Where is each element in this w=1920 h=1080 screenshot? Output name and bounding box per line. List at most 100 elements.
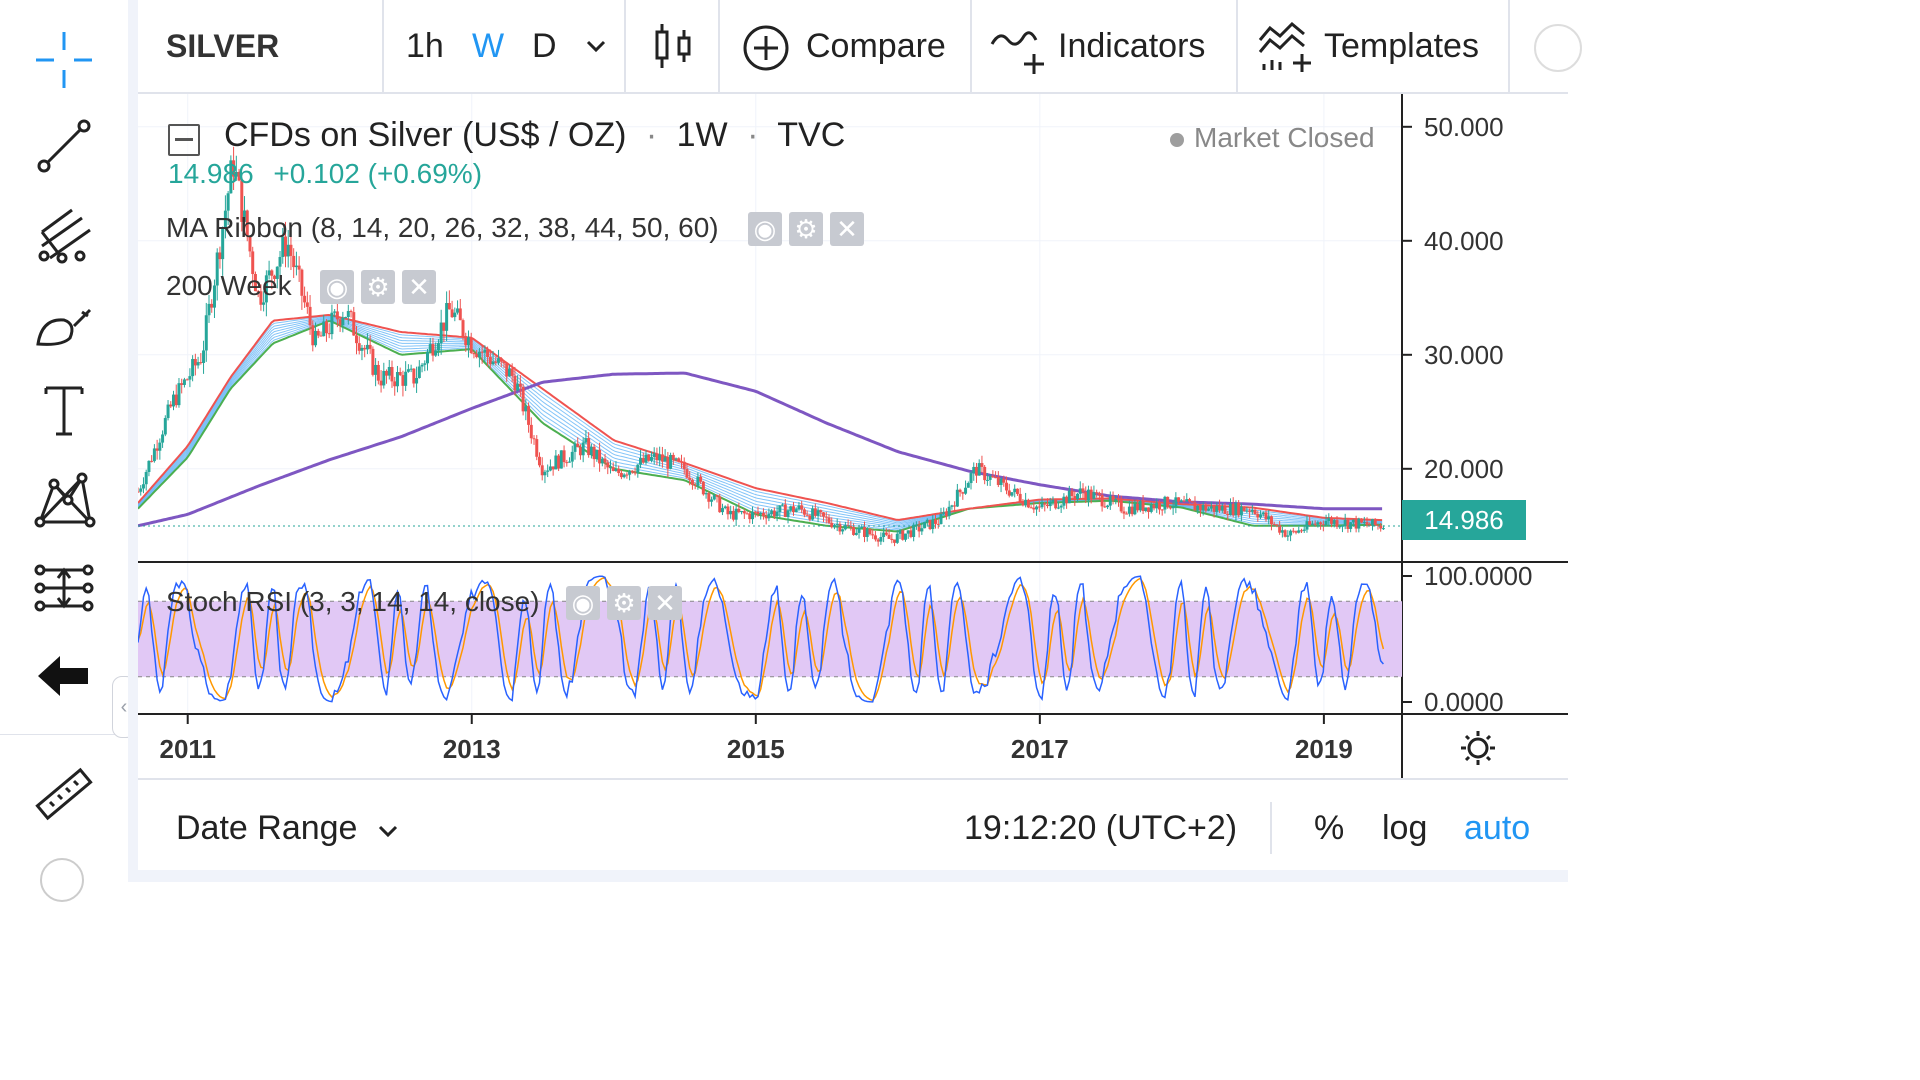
interval-1h-button[interactable]: 1h — [406, 27, 444, 65]
chart-canvas[interactable]: 50.000 40.000 30.000 20.000 100.0000 0.0000 20… — [138, 94, 1568, 778]
candle-body — [1130, 506, 1134, 515]
close-icon[interactable]: ✕ — [402, 270, 436, 304]
candle-body — [226, 193, 230, 211]
compare-plus-icon[interactable] — [742, 24, 790, 72]
clock-readout[interactable]: 19:12:20 (UTC+2) — [964, 809, 1238, 847]
candle-body — [1086, 489, 1090, 501]
text-icon[interactable] — [14, 374, 114, 446]
ruler-icon[interactable] — [14, 758, 114, 830]
candle-body — [1291, 530, 1295, 532]
candle-body — [843, 525, 847, 530]
candle-body — [191, 358, 195, 377]
candle-body — [953, 505, 957, 507]
price-tick-label: 40.000 — [1424, 226, 1504, 256]
gear-icon[interactable]: ⚙ — [607, 586, 641, 620]
candle-body — [1157, 502, 1161, 510]
candle-body — [147, 460, 151, 473]
date-range-button[interactable]: Date Range — [176, 806, 399, 850]
candle-body — [1272, 524, 1276, 526]
pitchfork-icon[interactable] — [14, 198, 114, 270]
chart-area[interactable]: 50.000 40.000 30.000 20.000 100.0000 0.0000 20… — [138, 94, 1568, 778]
candle-body — [573, 443, 577, 452]
templates-button[interactable]: Templates — [1324, 27, 1479, 65]
candle-body — [707, 493, 711, 502]
candle-body — [497, 358, 501, 363]
log-scale-button[interactable]: log — [1382, 809, 1428, 847]
more-tools-icon[interactable] — [40, 858, 84, 902]
settings-sun-icon[interactable] — [1460, 730, 1496, 766]
interval-w-button[interactable]: W — [472, 27, 505, 65]
candles-icon[interactable] — [652, 22, 696, 70]
candle-body — [532, 438, 536, 440]
candle-body — [182, 379, 186, 385]
ma200-legend[interactable]: 200 Week — [166, 270, 292, 301]
candle-body — [357, 343, 361, 351]
account-icon[interactable] — [1534, 24, 1582, 72]
candle-body — [690, 479, 694, 485]
time-tick-label: 2019 — [1295, 734, 1353, 764]
ma-ribbon-legend[interactable]: MA Ribbon (8, 14, 20, 26, 32, 38, 44, 50… — [166, 212, 719, 243]
chevron-down-icon[interactable] — [584, 36, 608, 56]
candle-body — [871, 534, 875, 536]
candle-body — [262, 302, 266, 305]
candle-body — [764, 516, 768, 519]
collapse-legend-icon[interactable] — [168, 124, 200, 156]
candle-body — [636, 464, 640, 473]
auto-scale-button[interactable]: auto — [1464, 809, 1531, 847]
prediction-icon[interactable] — [14, 552, 114, 624]
candle-body — [477, 351, 481, 358]
pattern-icon[interactable] — [14, 462, 114, 534]
candle-body — [363, 347, 367, 350]
candle-body — [655, 453, 659, 461]
eye-icon[interactable]: ◉ — [320, 270, 354, 304]
crosshair-icon[interactable] — [14, 24, 114, 96]
candle-body — [1305, 521, 1309, 530]
date-range-label: Date Range — [176, 809, 358, 847]
brush-icon[interactable] — [14, 286, 114, 358]
stoch-rsi-legend[interactable]: Stoch RSI (3, 3, 14, 14, close) — [166, 586, 540, 617]
candle-body — [333, 311, 337, 313]
candle-body — [800, 505, 804, 510]
candle-body — [158, 442, 162, 451]
candle-body — [947, 506, 951, 517]
candle-body — [1182, 500, 1186, 502]
close-icon[interactable]: ✕ — [830, 212, 864, 246]
chart-source: TVC — [777, 116, 846, 154]
candle-body — [1103, 506, 1107, 508]
candle-body — [415, 377, 419, 384]
eye-icon[interactable]: ◉ — [748, 212, 782, 246]
candle-body — [1040, 503, 1044, 508]
compare-button[interactable]: Compare — [806, 27, 946, 65]
trend-line-icon[interactable] — [14, 110, 114, 182]
candle-body — [1136, 503, 1140, 511]
symbol-search-button[interactable]: SILVER — [166, 28, 280, 64]
top-toolbar: SILVER 1h W D Compare Indicators Templat… — [138, 0, 1582, 94]
candle-body — [499, 358, 503, 362]
candle-body — [275, 266, 279, 279]
candle-body — [565, 462, 569, 464]
candle-body — [1048, 501, 1052, 507]
close-icon[interactable]: ✕ — [648, 586, 682, 620]
candle-body — [365, 344, 369, 350]
osc-tick-label: 0.0000 — [1424, 687, 1504, 717]
candle-body — [1237, 502, 1241, 516]
eye-icon[interactable]: ◉ — [566, 586, 600, 620]
candle-body — [731, 510, 735, 520]
gear-icon[interactable]: ⚙ — [361, 270, 395, 304]
interval-d-button[interactable]: D — [532, 27, 557, 65]
candle-body — [453, 312, 457, 318]
candle-body — [1193, 502, 1197, 511]
templates-icon[interactable] — [1258, 22, 1314, 74]
candle-body — [243, 210, 247, 222]
candle-body — [884, 532, 888, 535]
candle-body — [1037, 506, 1041, 508]
percent-scale-button[interactable]: % — [1314, 809, 1345, 847]
candle-body — [1256, 514, 1260, 518]
indicators-button[interactable]: Indicators — [1058, 27, 1206, 65]
candle-body — [625, 474, 629, 476]
back-arrow-icon[interactable] — [14, 640, 114, 712]
candle-body — [827, 517, 831, 523]
gear-icon[interactable]: ⚙ — [789, 212, 823, 246]
indicators-icon[interactable] — [990, 24, 1048, 76]
ma-ribbon-line — [138, 316, 1383, 525]
